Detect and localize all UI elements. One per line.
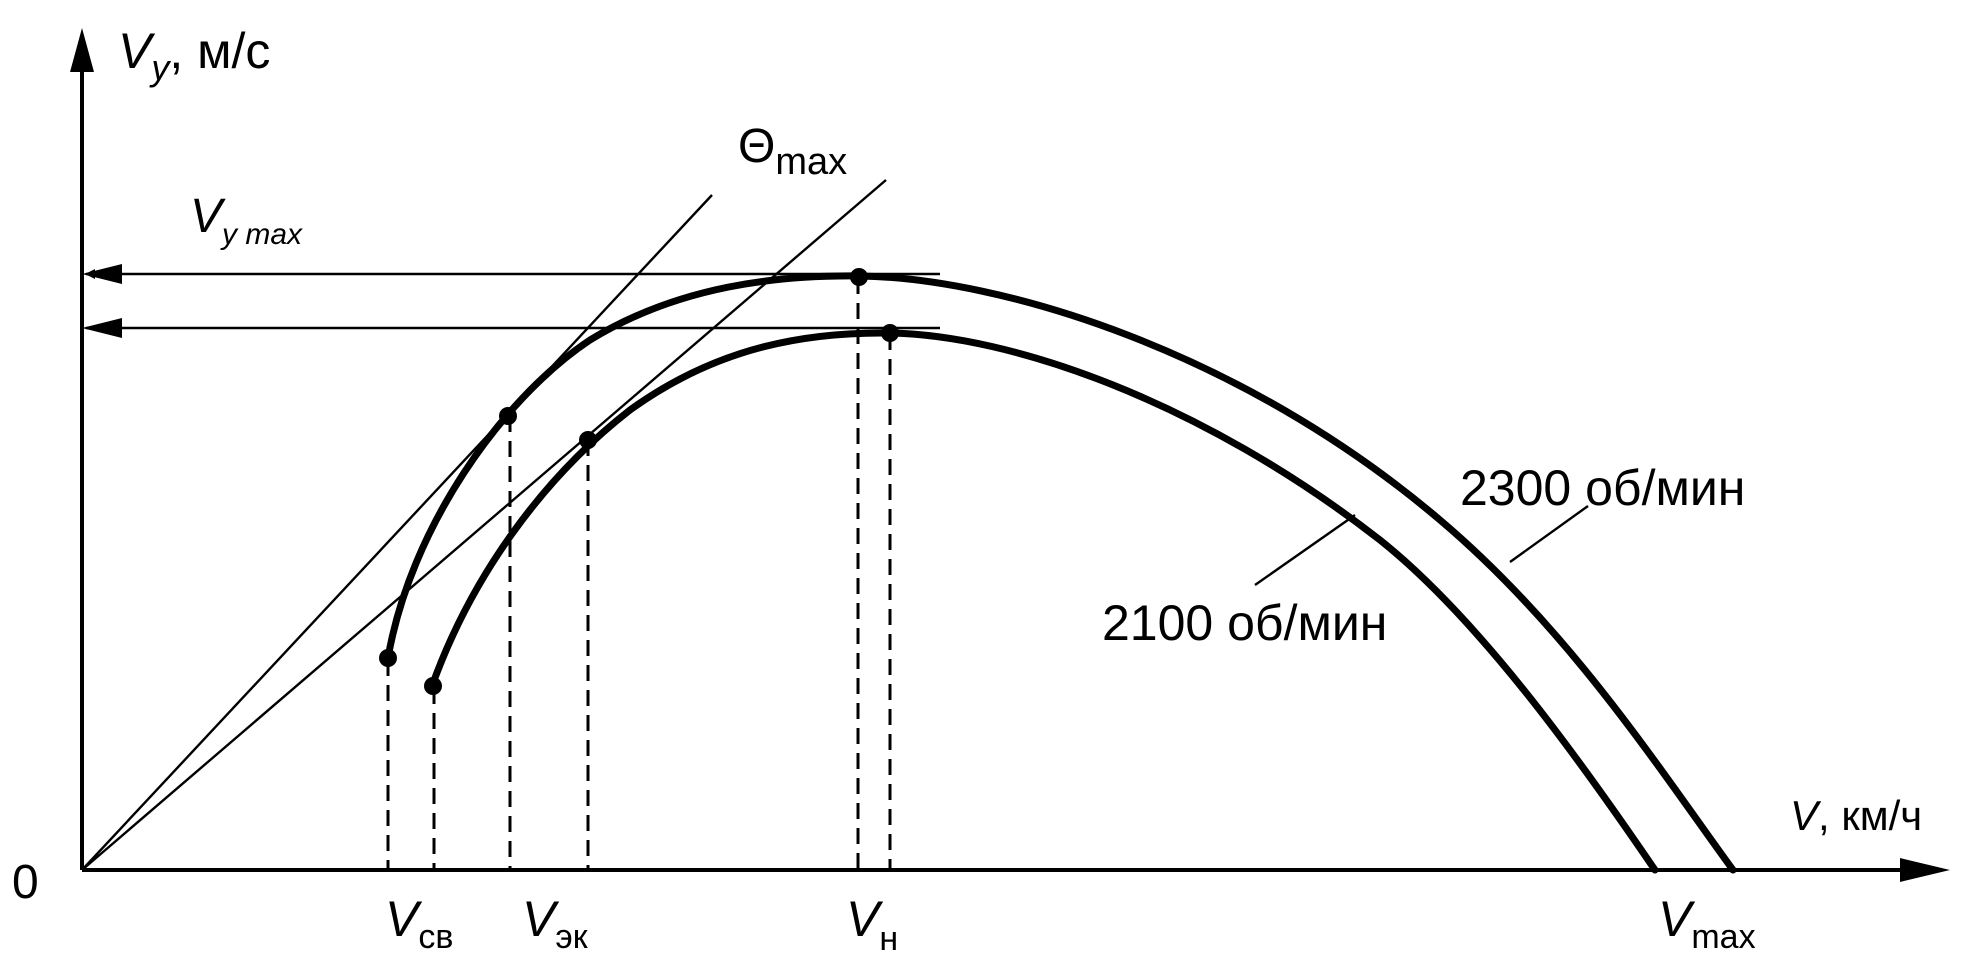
tangent-line-upper <box>81 194 713 871</box>
curve-2300-rpm <box>384 272 1737 874</box>
label-2300-rpm: 2300 об/мин <box>1460 460 1745 516</box>
vymax-label: Vy max <box>190 190 303 251</box>
point-tangent-2300 <box>499 407 517 425</box>
theta-max-label: Θmax <box>738 120 847 183</box>
label-v-max: Vmax <box>1658 891 1756 956</box>
x-axis-label: V, км/ч <box>1790 792 1922 839</box>
leader-2100 <box>1254 514 1356 586</box>
y-axis-label: Vy, м/с <box>118 23 270 88</box>
leader-2300 <box>1509 505 1589 563</box>
curve-2100-rpm <box>428 329 1659 874</box>
y-axis-arrowhead <box>70 28 94 72</box>
vymax-arrowhead-lower <box>82 318 122 338</box>
tangent-line-lower <box>81 179 887 871</box>
label-v-n: Vн <box>846 891 898 958</box>
vymax-arrowhead-upper <box>82 264 122 284</box>
point-start-2100 <box>424 677 442 695</box>
label-v-sv: Vсв <box>385 891 453 956</box>
point-tangent-2100 <box>579 431 597 449</box>
point-peak-2300 <box>850 268 868 286</box>
point-start-2300 <box>379 649 397 667</box>
point-peak-2100 <box>881 324 899 342</box>
label-2100-rpm: 2100 об/мин <box>1102 595 1387 651</box>
axes <box>70 28 1950 882</box>
origin-label: 0 <box>12 856 39 909</box>
x-axis-arrowhead <box>1900 858 1950 882</box>
label-v-ek: Vэк <box>522 891 589 956</box>
